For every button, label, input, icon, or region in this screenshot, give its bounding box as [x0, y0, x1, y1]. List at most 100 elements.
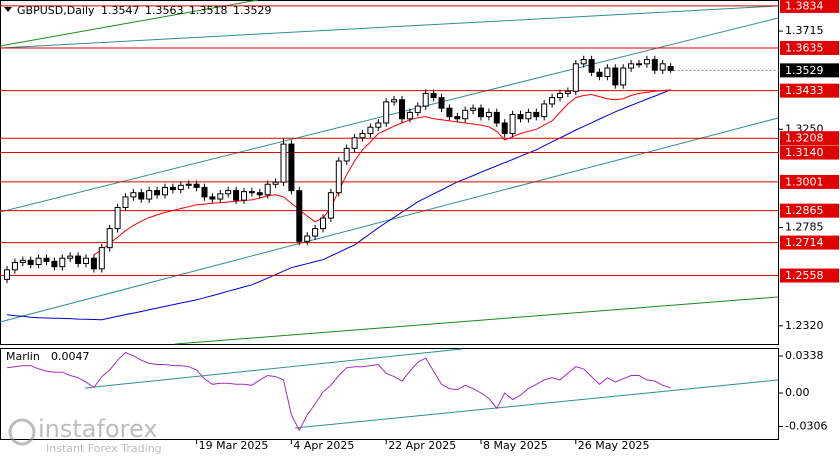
- candle-body: [130, 192, 137, 198]
- candle-body: [525, 111, 532, 120]
- level-label: 1.3208: [785, 132, 824, 145]
- x-tick-label: 8 May 2025: [483, 439, 548, 452]
- candle-body: [272, 181, 279, 185]
- candle-body: [4, 269, 10, 280]
- candle-body: [399, 99, 405, 120]
- candle-body: [359, 133, 366, 139]
- candle-body: [122, 196, 129, 208]
- y-tick-label: 1.2785: [785, 221, 824, 234]
- candle-body: [438, 97, 445, 109]
- x-tick-label: 19 Mar 2025: [199, 439, 269, 452]
- oscillator-value: 0.0047: [51, 350, 90, 363]
- moving-average: [93, 89, 671, 256]
- candle-body: [375, 122, 382, 128]
- candle-body: [493, 111, 500, 124]
- candle-body: [367, 126, 374, 135]
- ohlc-open: 1.3547: [101, 4, 140, 17]
- ohlc-high: 1.3563: [145, 4, 184, 17]
- x-tick-label: 26 May 2025: [578, 439, 650, 452]
- candle-body: [509, 114, 516, 135]
- candle-body: [225, 190, 232, 195]
- candle-body: [612, 67, 619, 86]
- candle-body: [304, 235, 311, 242]
- current-price-box: [780, 63, 839, 78]
- symbol-title: GBPUSD,Daily: [17, 4, 95, 17]
- y-tick-label: 1.2320: [785, 319, 824, 332]
- channel-line: [0, 117, 779, 323]
- candle-body: [209, 196, 216, 200]
- candle-body: [217, 193, 224, 200]
- candle-body: [446, 107, 453, 118]
- channel-line: [0, 0, 259, 47]
- level-label-box: [780, 235, 839, 250]
- level-label-box: [780, 131, 839, 146]
- collapse-arrow[interactable]: [4, 7, 12, 12]
- candle-body: [185, 183, 192, 186]
- candle-body: [478, 107, 484, 118]
- candle-body: [462, 109, 469, 120]
- level-label-box: [780, 174, 839, 189]
- candle-body: [264, 183, 271, 196]
- candle-body: [201, 186, 208, 198]
- level-label: 1.2558: [785, 269, 824, 282]
- level-label: 1.2865: [785, 204, 824, 217]
- candle-body: [406, 111, 413, 120]
- candle-body: [636, 63, 642, 66]
- candle-body: [643, 59, 650, 65]
- channel-line: [174, 296, 779, 345]
- level-label: 1.3433: [785, 84, 824, 97]
- candle-body: [233, 190, 240, 201]
- candle-body: [75, 255, 82, 264]
- y2-tick-label: 0.00: [785, 386, 810, 399]
- oscillator-trend-line: [294, 379, 779, 429]
- candle-body: [177, 184, 184, 191]
- oscillator-trend-line: [84, 348, 463, 389]
- oscillator-line: [6, 351, 671, 432]
- level-label: 1.3834: [785, 0, 824, 12]
- level-label: 1.3001: [785, 175, 824, 188]
- candle-body: [19, 259, 26, 263]
- candle-body: [43, 257, 50, 262]
- candle-body: [327, 192, 334, 219]
- candle-body: [320, 217, 326, 230]
- candle-body: [343, 147, 350, 162]
- ohlc-close: 1.3529: [233, 4, 272, 17]
- candle-body: [27, 259, 34, 266]
- candle-body: [596, 71, 603, 77]
- candle-body: [256, 192, 263, 196]
- y2-tick-label: 0.0338: [785, 349, 824, 362]
- candle-body: [106, 228, 113, 249]
- channel-line: [0, 5, 779, 49]
- candle-body: [114, 206, 121, 230]
- candle-body: [628, 63, 635, 69]
- level-label: 1.3140: [785, 146, 824, 159]
- candle-body: [383, 101, 390, 124]
- candle-body: [90, 257, 97, 270]
- candle-body: [414, 105, 421, 113]
- candle-body: [580, 59, 587, 65]
- candle-body: [391, 99, 398, 103]
- candle-body: [604, 67, 611, 77]
- ohlc-low: 1.3518: [189, 4, 228, 17]
- candle-body: [288, 143, 295, 192]
- candle-body: [422, 92, 429, 107]
- candle-body: [549, 97, 556, 105]
- candle-body: [659, 63, 666, 71]
- level-label-box: [780, 145, 839, 160]
- candle-body: [162, 186, 168, 196]
- candle-body: [501, 122, 508, 135]
- watermark-tagline: Instant Forex Trading: [46, 442, 162, 455]
- level-label: 1.3635: [785, 41, 824, 54]
- candle-body: [651, 59, 658, 71]
- candle-body: [241, 191, 247, 201]
- watermark: instaforex Instant Forex Trading: [8, 415, 162, 455]
- x-tick-label: 4 Apr 2025: [293, 439, 354, 452]
- candle-body: [169, 186, 176, 191]
- level-label-box: [780, 0, 839, 13]
- candle-body: [67, 255, 74, 259]
- candle-body: [312, 228, 319, 237]
- watermark-logo: [8, 418, 36, 446]
- level-label-box: [780, 203, 839, 218]
